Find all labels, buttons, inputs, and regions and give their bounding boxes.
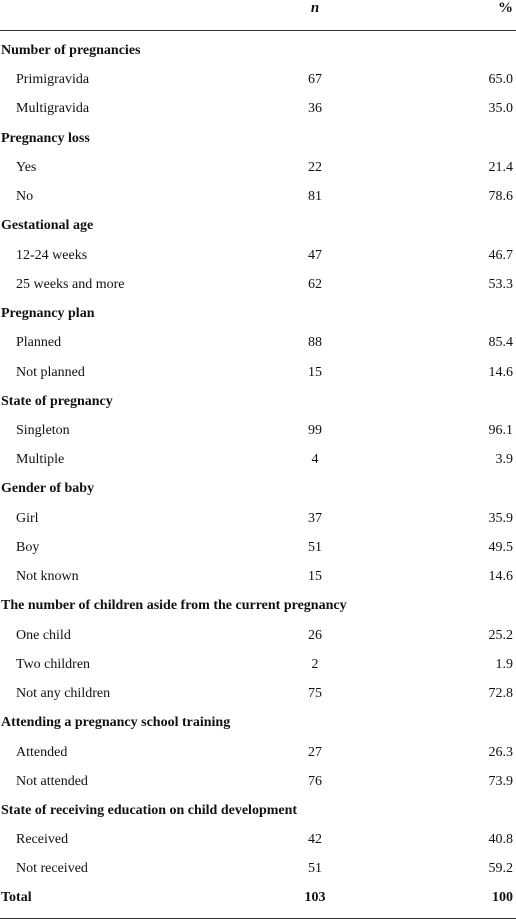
row-n: 99 — [308, 422, 322, 438]
row-pct: 96.1 — [488, 422, 514, 438]
row-pct: 35.9 — [488, 510, 514, 526]
row-label: Not attended — [16, 773, 88, 789]
row-pct: 25.2 — [488, 627, 514, 643]
row-label: Boy — [16, 539, 40, 555]
row-n: 62 — [308, 276, 322, 292]
row-pct: 78.6 — [488, 189, 514, 205]
row-label: Primigravida — [16, 72, 90, 88]
row-n: 81 — [308, 189, 322, 205]
row-n: 47 — [308, 247, 322, 263]
row-n: 36 — [308, 101, 322, 117]
row-n: 76 — [308, 773, 322, 789]
total-label: Total — [1, 890, 32, 905]
row-n: 2 — [311, 656, 319, 672]
row-n: 75 — [308, 686, 322, 702]
row-pct: 26.3 — [488, 744, 514, 760]
row-pct: 40.8 — [488, 832, 514, 848]
row-label: Yes — [16, 159, 37, 175]
row-n: 42 — [308, 832, 322, 848]
row-label: Multiple — [16, 452, 65, 468]
row-label: No — [16, 189, 34, 205]
row-pct: 73.9 — [488, 773, 514, 789]
row-n: 26 — [308, 627, 322, 643]
row-label: Not planned — [16, 364, 85, 380]
row-label: Girl — [16, 510, 39, 526]
group-title: The number of children aside from the cu… — [1, 598, 347, 614]
row-n: 15 — [308, 364, 322, 380]
row-label: Not received — [16, 861, 88, 877]
row-label: Not known — [16, 569, 79, 585]
row-pct: 49.5 — [488, 539, 514, 555]
group-title: Pregnancy plan — [1, 306, 95, 322]
row-n: 51 — [308, 861, 322, 877]
total-n: 103 — [304, 890, 326, 905]
row-pct: 1.9 — [495, 656, 514, 672]
row-label: Not any children — [16, 686, 111, 702]
group-title: State of pregnancy — [1, 393, 113, 409]
row-label: Singleton — [16, 422, 70, 438]
row-n: 37 — [308, 510, 322, 526]
group-title: State of receiving education on child de… — [1, 802, 298, 818]
row-n: 22 — [308, 159, 322, 175]
row-pct: 21.4 — [488, 159, 514, 175]
row-pct: 35.0 — [488, 101, 514, 117]
row-pct: 53.3 — [488, 276, 514, 292]
row-pct: 85.4 — [488, 335, 514, 351]
row-n: 67 — [308, 72, 322, 88]
row-label: 12-24 weeks — [16, 247, 88, 263]
header-pct: % — [498, 0, 513, 16]
row-n: 51 — [308, 539, 322, 555]
row-pct: 14.6 — [488, 569, 514, 585]
row-n: 15 — [308, 569, 322, 585]
row-pct: 72.8 — [488, 686, 514, 702]
row-label: 25 weeks and more — [16, 276, 125, 292]
row-label: Two children — [16, 656, 91, 672]
row-pct: 3.9 — [495, 452, 514, 468]
row-label: Planned — [16, 335, 62, 351]
row-pct: 46.7 — [488, 247, 514, 263]
row-label: Received — [16, 832, 69, 848]
row-label: Attended — [16, 744, 68, 760]
group-title: Pregnancy loss — [1, 130, 90, 146]
row-pct: 59.2 — [488, 861, 514, 877]
header-rule — [0, 30, 516, 31]
row-label: One child — [16, 627, 71, 643]
group-title: Gestational age — [1, 218, 94, 234]
group-title: Attending a pregnancy school training — [1, 715, 231, 731]
row-n: 27 — [308, 744, 322, 760]
group-title: Gender of baby — [1, 481, 95, 497]
row-n: 88 — [308, 335, 322, 351]
total-pct: 100 — [492, 890, 513, 905]
bottom-rule — [0, 918, 516, 919]
row-n: 4 — [311, 452, 319, 468]
header-n: n — [310, 0, 320, 16]
row-pct: 65.0 — [488, 72, 514, 88]
row-pct: 14.6 — [488, 364, 514, 380]
row-label: Multigravida — [16, 101, 90, 117]
group-title: Number of pregnancies — [1, 43, 141, 58]
